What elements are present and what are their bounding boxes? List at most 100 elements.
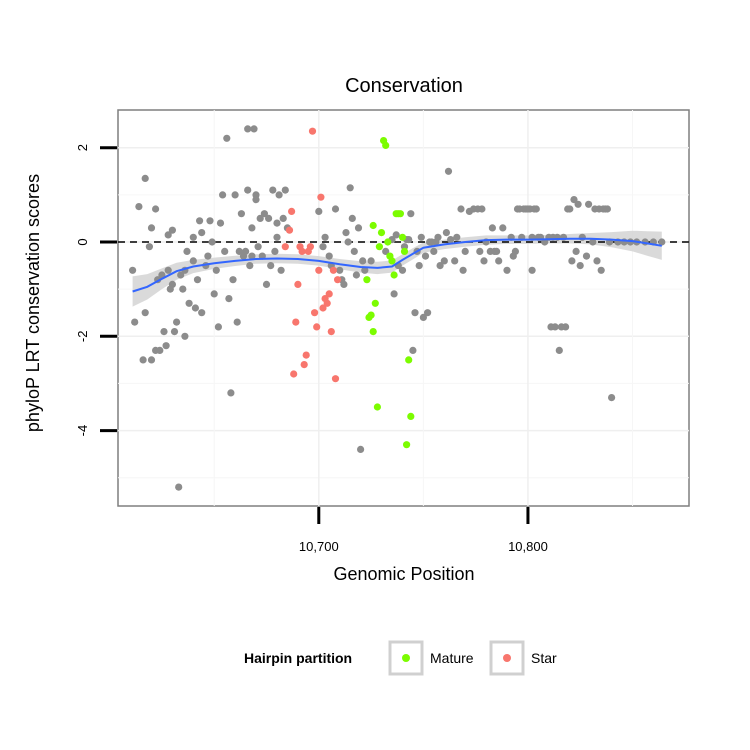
point-mature	[375, 243, 383, 251]
point-other	[340, 280, 348, 288]
point-other	[156, 346, 164, 354]
point-other	[160, 328, 168, 336]
point-other	[603, 205, 612, 213]
point-other	[453, 233, 461, 241]
point-other	[229, 276, 237, 284]
point-other	[576, 262, 584, 270]
point-star	[323, 299, 331, 307]
point-other	[321, 233, 329, 241]
point-mature	[369, 221, 377, 230]
point-other	[325, 252, 333, 260]
point-other	[493, 247, 501, 255]
point-mature	[405, 356, 413, 364]
point-other	[164, 266, 172, 274]
point-other	[319, 243, 327, 251]
point-mature	[363, 276, 371, 284]
point-other	[447, 236, 455, 244]
point-other	[198, 229, 206, 237]
y-axis-label: phyloP LRT conservation scores	[23, 174, 43, 432]
point-other	[256, 214, 264, 222]
point-other	[459, 266, 467, 274]
point-other	[277, 266, 285, 274]
point-star	[331, 375, 340, 383]
point-other	[398, 266, 407, 274]
point-other	[361, 266, 369, 274]
point-other	[597, 266, 605, 274]
point-star	[334, 276, 342, 284]
point-other	[269, 186, 277, 194]
point-other	[193, 276, 202, 284]
plot-panel	[117, 109, 690, 507]
point-other	[461, 247, 469, 255]
scatter-points	[129, 125, 666, 491]
point-other	[572, 247, 580, 255]
point-other	[141, 309, 149, 317]
point-other	[147, 224, 156, 232]
x-tick-label: 10,800	[508, 539, 548, 554]
point-other	[593, 257, 601, 265]
point-other	[271, 247, 279, 255]
point-other	[206, 217, 214, 225]
point-other	[411, 309, 419, 317]
point-other	[179, 285, 187, 293]
x-axis: 10,700 10,800	[299, 507, 548, 554]
point-other	[417, 233, 425, 241]
point-other	[574, 200, 582, 208]
point-other	[480, 257, 488, 265]
legend-dot-star	[503, 654, 511, 662]
point-other	[204, 252, 212, 260]
point-other	[273, 233, 281, 241]
point-other	[198, 309, 206, 317]
point-other	[246, 262, 254, 270]
point-star	[317, 193, 325, 201]
point-other	[273, 219, 281, 227]
point-star	[319, 304, 327, 312]
y-tick-label: -4	[75, 425, 90, 437]
point-other	[348, 214, 356, 222]
point-other	[216, 219, 225, 227]
point-other	[162, 342, 170, 350]
point-other	[352, 271, 360, 279]
point-other	[139, 356, 147, 364]
point-star	[306, 243, 314, 251]
point-other	[532, 205, 540, 213]
smooth-line	[132, 237, 662, 293]
point-other	[168, 280, 176, 288]
point-other	[177, 271, 185, 279]
point-other	[578, 233, 586, 241]
point-other	[608, 394, 616, 402]
point-other	[242, 247, 250, 255]
point-star	[298, 247, 306, 255]
point-mature	[403, 441, 411, 449]
point-star	[327, 328, 335, 336]
y-tick-label: -2	[75, 331, 90, 343]
legend-label-star: Star	[531, 650, 557, 666]
x-axis-label: Genomic Position	[333, 564, 474, 584]
point-other	[444, 167, 453, 175]
y-tick-label: 2	[75, 144, 90, 151]
point-other	[350, 247, 358, 255]
point-other	[260, 210, 268, 218]
point-other	[354, 224, 363, 232]
point-other	[562, 323, 570, 331]
point-other	[208, 238, 216, 246]
point-other	[147, 356, 156, 364]
point-other	[225, 295, 233, 303]
point-other	[409, 346, 417, 354]
point-other	[495, 257, 503, 265]
legend-dot-mature	[402, 654, 410, 662]
point-other	[442, 229, 450, 237]
point-other	[221, 247, 229, 255]
x-tick-label: 10,700	[299, 539, 339, 554]
point-other	[237, 210, 245, 218]
point-other	[254, 243, 262, 251]
point-star	[285, 226, 294, 234]
point-other	[367, 257, 375, 265]
point-other	[275, 191, 283, 199]
legend-title: Hairpin partition	[244, 650, 352, 666]
point-other	[248, 224, 256, 232]
point-star	[294, 280, 302, 288]
point-other	[476, 247, 484, 255]
point-other	[181, 332, 189, 340]
